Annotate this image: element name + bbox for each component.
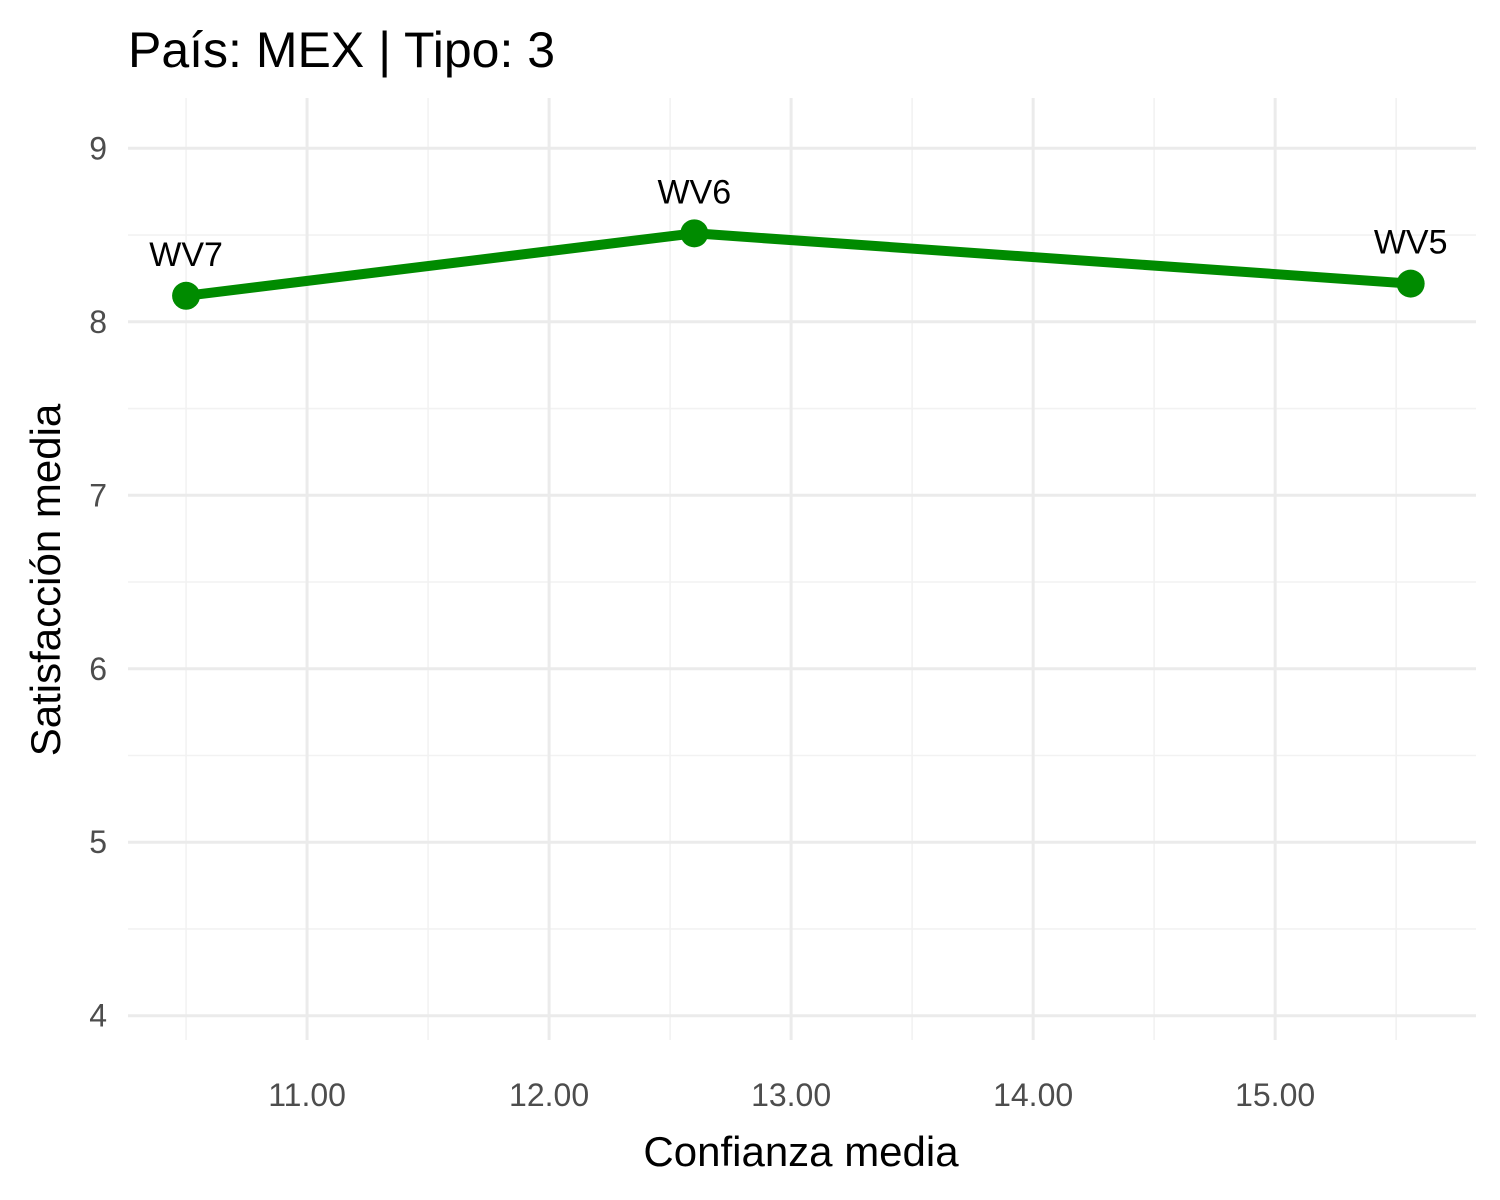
x-tick-label: 15.00 [1235,1077,1315,1113]
x-tick-label: 13.00 [751,1077,831,1113]
data-label: WV5 [1374,224,1448,262]
x-axis-title: Confianza media [643,1128,959,1175]
y-tick-label: 7 [89,477,107,513]
data-label: WV6 [657,173,731,211]
series-layer: WV7 WV6 WV5 [149,173,1448,310]
y-tick-label: 8 [89,304,107,340]
major-gridlines [128,98,1476,1040]
y-tick-label: 6 [89,651,107,687]
x-tick-label: 12.00 [509,1077,589,1113]
x-tick-label: 11.00 [268,1077,346,1113]
y-axis-ticks: 4 5 6 7 8 9 [89,130,107,1033]
data-label: WV7 [149,236,223,274]
y-tick-label: 9 [89,130,107,166]
data-point [1396,269,1425,298]
x-tick-label: 14.00 [993,1077,1073,1113]
data-point [172,281,201,310]
data-point [680,219,709,248]
minor-gridlines [128,98,1476,1040]
x-axis-ticks: 11.00 12.00 13.00 14.00 15.00 [268,1077,1315,1113]
series-line [181,228,1416,301]
y-tick-label: 4 [89,998,107,1034]
chart-title: País: MEX | Tipo: 3 [128,22,555,78]
y-axis-title: Satisfacción media [22,403,69,756]
y-tick-label: 5 [89,824,107,860]
